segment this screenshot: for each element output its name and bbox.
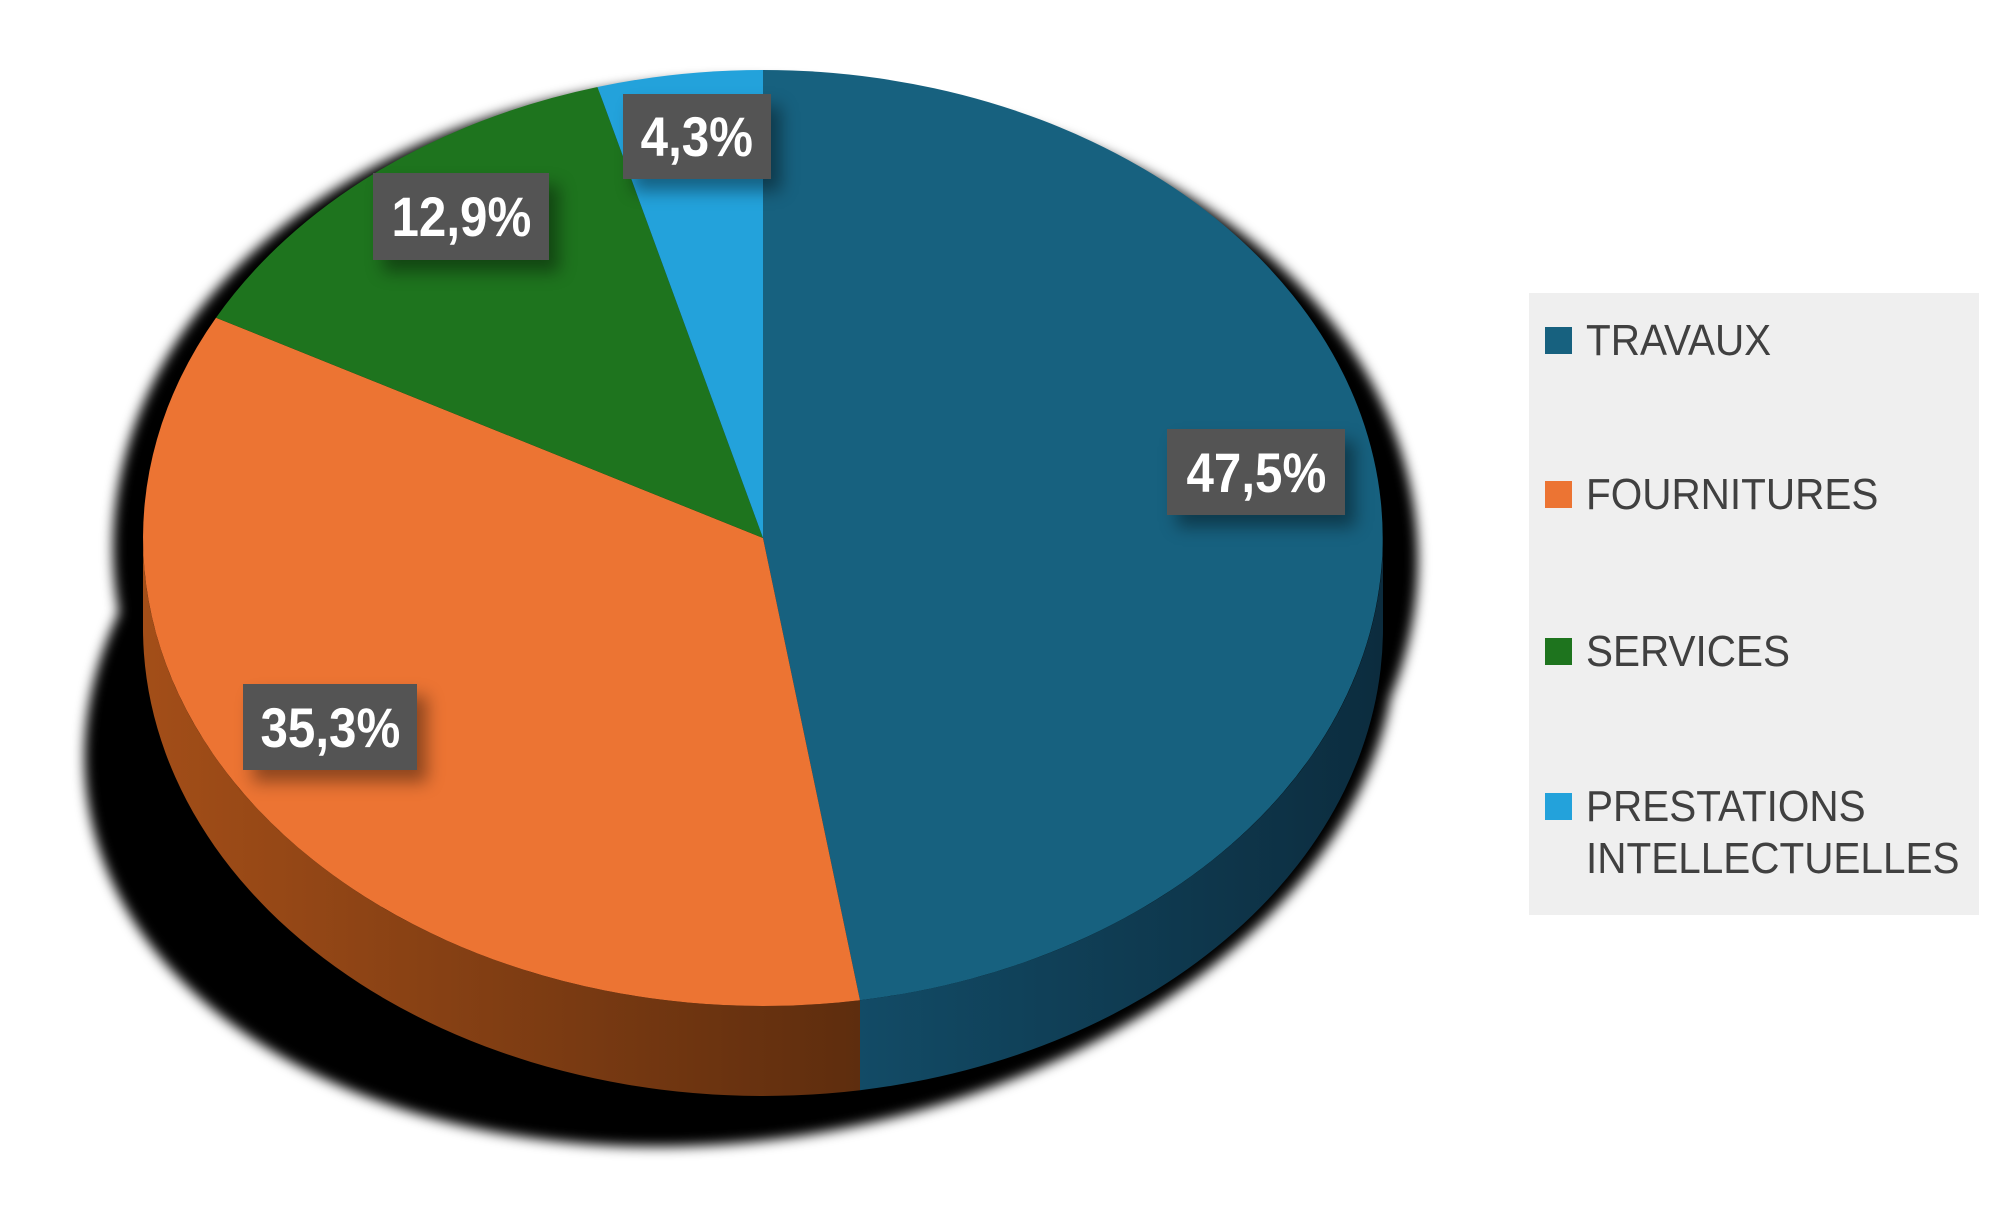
legend: TRAVAUX FOURNITURES SERVICES PRESTATIONS… xyxy=(1529,293,1979,915)
legend-item-travaux: TRAVAUX xyxy=(1545,315,1787,367)
legend-item-fournitures: FOURNITURES xyxy=(1545,469,1904,521)
legend-label-travaux: TRAVAUX xyxy=(1586,316,1772,365)
legend-item-services: SERVICES xyxy=(1545,626,1808,678)
data-label-services: 12,9% xyxy=(373,172,549,260)
legend-swatch-services xyxy=(1545,638,1572,665)
data-label-travaux: 47,5% xyxy=(1167,429,1345,515)
data-label-prestations: 4,3% xyxy=(623,93,771,179)
data-label-services-text: 12,9% xyxy=(391,184,531,248)
legend-swatch-fournitures xyxy=(1545,481,1572,508)
legend-swatch-travaux xyxy=(1545,327,1572,354)
legend-label-fournitures: FOURNITURES xyxy=(1586,470,1879,519)
legend-item-prestations-intellectuelles: PRESTATIONS INTELLECTUELLES xyxy=(1545,781,2006,885)
legend-label-prestations: PRESTATIONS INTELLECTUELLES xyxy=(1586,782,1960,883)
legend-swatch-prestations xyxy=(1545,793,1572,820)
data-label-travaux-text: 47,5% xyxy=(1186,440,1326,504)
data-label-fournitures-text: 35,3% xyxy=(260,695,400,759)
data-label-fournitures: 35,3% xyxy=(243,684,417,770)
data-label-prestations-text: 4,3% xyxy=(640,104,754,168)
legend-label-services: SERVICES xyxy=(1586,627,1790,676)
